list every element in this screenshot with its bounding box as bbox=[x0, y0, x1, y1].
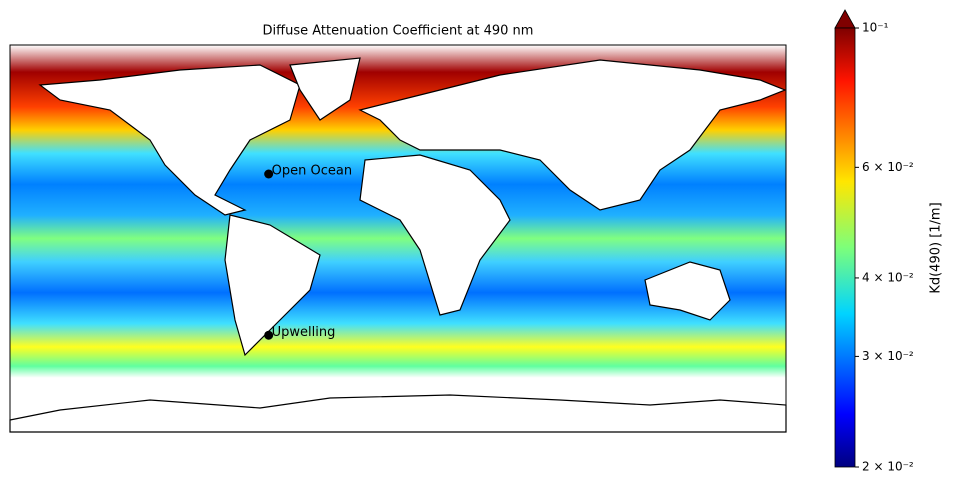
colorbar-extend bbox=[834, 9, 856, 29]
colorbar-tick-label: 2 × 10⁻² bbox=[862, 460, 914, 474]
africa bbox=[359, 154, 511, 316]
colorbar-tick-label: 3 × 10⁻² bbox=[862, 349, 914, 363]
map-frame bbox=[9, 44, 787, 433]
south-america bbox=[224, 214, 321, 357]
eurasia bbox=[358, 59, 787, 211]
map-panel bbox=[9, 44, 787, 433]
site-marker bbox=[264, 330, 274, 340]
north-america bbox=[38, 64, 301, 216]
australia bbox=[644, 261, 731, 321]
site-marker bbox=[264, 169, 274, 179]
map-title: Diffuse Attenuation Coefficient at 490 n… bbox=[263, 24, 534, 39]
site-label: Upwelling bbox=[272, 325, 336, 340]
colorbar: Kd(490) [1/m] bbox=[834, 9, 944, 468]
colorbar-tick-label: 4 × 10⁻² bbox=[862, 270, 914, 284]
land bbox=[9, 57, 787, 433]
colorbar-label: Kd(490) [1/m] bbox=[929, 202, 944, 293]
colorbar-bar bbox=[834, 27, 856, 468]
colorbar-tick-label: 10⁻¹ bbox=[862, 21, 889, 35]
greenland bbox=[289, 57, 361, 121]
site-label: Open Ocean bbox=[272, 164, 352, 179]
colorbar-tick-label: 6 × 10⁻² bbox=[862, 160, 914, 174]
